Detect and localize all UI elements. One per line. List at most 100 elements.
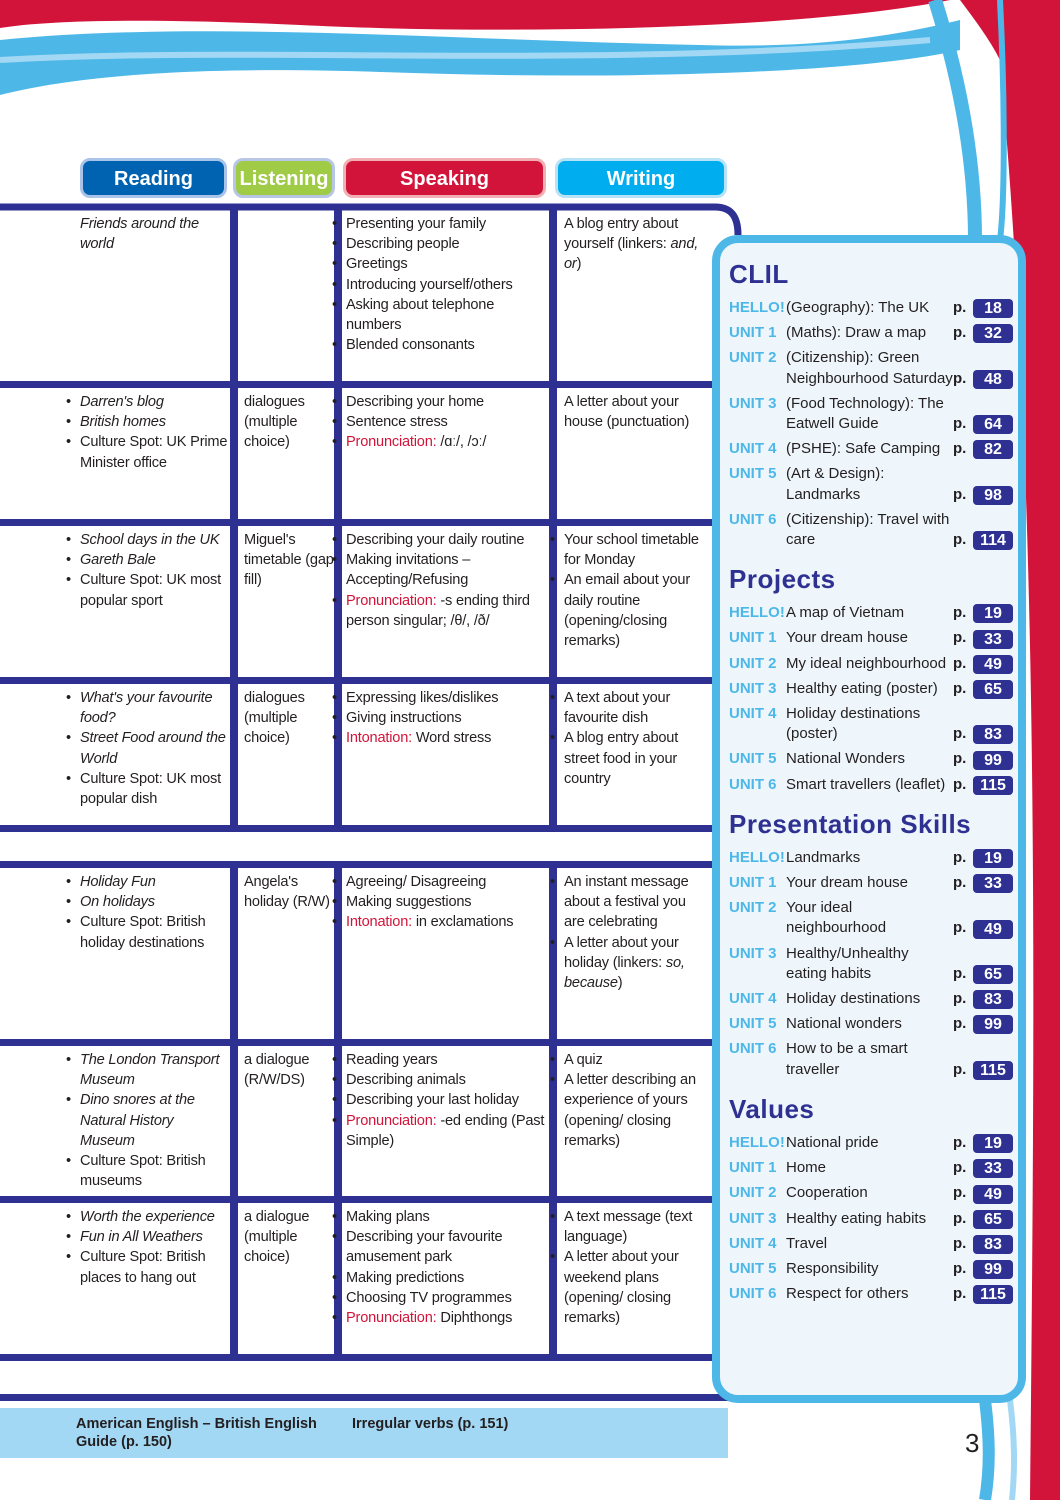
sidebar-entry[interactable]: UNIT 2 Cooperation p. 49 [729, 1183, 1013, 1204]
sidebar-entry[interactable]: UNIT 3 Healthy/Unhealthy eating habits p. 6… [729, 944, 1013, 985]
page-badge[interactable]: 99 [973, 1015, 1013, 1035]
tab-speaking[interactable]: Speaking [343, 158, 546, 198]
sidebar-entry[interactable]: UNIT 5 National Wonders p. 99 [729, 749, 1013, 770]
entry-title: A map of Vietnam [786, 604, 905, 622]
speaking-list: Making plans Describing your favourite am… [330, 1207, 551, 1328]
row-divider [0, 825, 712, 832]
footer-irregular-verbs-link[interactable]: Irregular verbs (p. 151) [352, 1416, 509, 1432]
unit-label: UNIT 4 [729, 990, 777, 1008]
sidebar-entry[interactable]: HELLO! A map of Vietnam p. 19 [729, 603, 1013, 624]
page-badge[interactable]: 49 [973, 919, 1013, 939]
sidebar-entry[interactable]: UNIT 4 Holiday destinations p. 83 [729, 989, 1013, 1010]
sidebar-entry[interactable]: UNIT 1 Your dream house p. 33 [729, 873, 1013, 894]
sidebar-entry[interactable]: UNIT 6 How to be a smart traveller p. 115 [729, 1039, 1013, 1080]
page-prefix: p. [953, 369, 967, 387]
page-badge[interactable]: 65 [973, 680, 1013, 700]
page-prefix: p. [953, 1285, 967, 1303]
sidebar-entry[interactable]: UNIT 1 Home p. 33 [729, 1158, 1013, 1179]
page-badge[interactable]: 115 [973, 775, 1013, 795]
section-heading: CLIL [729, 259, 789, 289]
page-badge[interactable]: 99 [973, 750, 1013, 770]
sidebar-entry[interactable]: UNIT 2 (Citizenship): Green Neighbourhood… [729, 348, 1013, 389]
speaking-cell: Presenting your family Describing people G… [330, 214, 551, 356]
sidebar-entry[interactable]: UNIT 1 Your dream house p. 33 [729, 628, 1013, 649]
page-badge[interactable]: 64 [973, 415, 1013, 435]
list-item: Describing your home [330, 392, 551, 412]
unit-label: UNIT 1 [729, 1159, 777, 1177]
page-badge[interactable]: 83 [973, 1234, 1013, 1254]
sidebar-entry[interactable]: UNIT 5 (Art & Design): Landmarks p. 98 [729, 464, 1013, 505]
page-badge[interactable]: 32 [973, 324, 1013, 344]
page-prefix: p. [953, 1060, 967, 1078]
list-item: Culture Spot: British museums [64, 1151, 230, 1191]
page-prefix: p. [953, 415, 967, 433]
sidebar-entry[interactable]: UNIT 6 Smart travellers (leaflet) p. 115 [729, 775, 1013, 795]
tab-writing[interactable]: Writing [555, 158, 727, 198]
unit-label: UNIT 3 [729, 679, 777, 697]
speaking-cell: Making plans Describing your favourite am… [330, 1207, 551, 1328]
column-divider [230, 388, 238, 520]
pronunciation-label: Intonation: [346, 730, 412, 747]
tab-listening[interactable]: Listening [233, 158, 335, 198]
page-badge[interactable]: 33 [973, 1159, 1013, 1179]
item-text: Expressing likes/dislikes [346, 690, 499, 706]
unit-label: UNIT 5 [729, 750, 777, 768]
page-badge[interactable]: 65 [973, 965, 1013, 985]
page-badge[interactable]: 19 [973, 849, 1013, 869]
sidebar-entry[interactable]: HELLO! Landmarks p. 19 [729, 848, 1013, 869]
column-divider [549, 210, 557, 382]
unit-label: UNIT 1 [729, 874, 777, 892]
list-item: Culture Spot: British places to hang out [64, 1247, 230, 1287]
sidebar-entry[interactable]: UNIT 5 National wonders p. 99 [729, 1014, 1013, 1035]
item-text: Friends around the world [80, 216, 199, 253]
page-badge[interactable]: 83 [973, 725, 1013, 745]
sidebar-entry[interactable]: HELLO! (Geography): The UK p. 18 [729, 298, 1013, 319]
sidebar-entry[interactable]: UNIT 4 Travel p. 83 [729, 1234, 1013, 1254]
page-badge[interactable]: 98 [973, 485, 1013, 505]
writing-cell: Your school timetable for MondayAn email… [548, 530, 709, 651]
sidebar-entry[interactable]: UNIT 3 Healthy eating (poster) p. 65 [729, 679, 1013, 700]
writing-list: A text about your favourite dishA blog e… [548, 688, 709, 789]
tab-reading[interactable]: Reading [80, 158, 227, 198]
item-text: Describing your home [346, 394, 484, 410]
page-badge[interactable]: 33 [973, 874, 1013, 894]
page-badge[interactable]: 33 [973, 629, 1013, 649]
page-badge[interactable]: 115 [973, 1060, 1013, 1080]
sidebar-entry[interactable]: UNIT 5 Responsibility p. 99 [729, 1259, 1013, 1280]
list-item: a dialogue (R/W/DS) [244, 1050, 334, 1090]
item-text: Making invitations – Accepting/Refusing [346, 552, 471, 589]
sidebar-entry[interactable]: UNIT 2 My ideal neighbourhood p. 49 [729, 654, 1013, 674]
sidebar-entry[interactable]: UNIT 6 (Citizenship): Travel with care p. 1… [729, 510, 1013, 551]
page-badge[interactable]: 19 [973, 1134, 1013, 1154]
page-badge[interactable]: 48 [973, 369, 1013, 389]
sidebar-entry[interactable]: UNIT 4 Holiday destinations (poster) p. 83 [729, 704, 1013, 745]
entry-title: (Citizenship): Green Neighbourhood Satur… [786, 349, 953, 387]
page-badge[interactable]: 18 [973, 299, 1013, 319]
sidebar-entry[interactable]: UNIT 4 (PSHE): Safe Camping p. 82 [729, 439, 1013, 460]
sidebar-entry[interactable]: UNIT 3 (Food Technology): The Eatwell Gui… [729, 394, 1013, 435]
page-badge[interactable]: 99 [973, 1260, 1013, 1280]
page-badge[interactable]: 82 [973, 440, 1013, 460]
sidebar-entry[interactable]: UNIT 1 (Maths): Draw a map p. 32 [729, 323, 1013, 344]
page-badge[interactable]: 114 [973, 531, 1013, 551]
unit-label: HELLO! [729, 848, 785, 866]
page-badge[interactable]: 65 [973, 1209, 1013, 1229]
sidebar-entry[interactable]: UNIT 6 Respect for others p. 115 [729, 1284, 1013, 1305]
list-item: Choosing TV programmes [330, 1288, 551, 1308]
list-item: Intonation: in exclamations [330, 912, 551, 932]
sidebar-entry[interactable]: UNIT 3 Healthy eating habits p. 65 [729, 1209, 1013, 1229]
pronunciation-label: Pronunciation: [346, 1310, 437, 1327]
page-badge[interactable]: 83 [973, 990, 1013, 1010]
column-divider [230, 1203, 238, 1355]
sidebar-entry[interactable]: HELLO! National pride p. 19 [729, 1133, 1013, 1154]
entry-title: National pride [786, 1133, 879, 1151]
reading-list: School days in the UK Gareth Bale Culture … [64, 530, 230, 611]
page-badge[interactable]: 49 [973, 654, 1013, 674]
footer-guide-link[interactable]: American English – British English Guide… [76, 1416, 317, 1450]
page-badge[interactable]: 49 [973, 1184, 1013, 1204]
sidebar-entry[interactable]: UNIT 2 Your ideal neighbourhood p. 49 [729, 898, 1013, 939]
list-item: Making suggestions [330, 892, 551, 912]
entry-title: Healthy/Unhealthy eating habits [786, 944, 909, 982]
page-badge[interactable]: 19 [973, 604, 1013, 624]
page-badge[interactable]: 115 [973, 1285, 1013, 1305]
